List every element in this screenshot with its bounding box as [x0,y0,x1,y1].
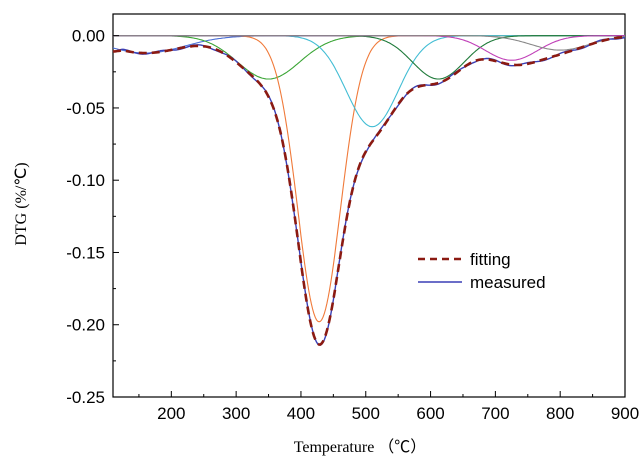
component-peak-curve [113,35,625,80]
component-peak-curve [113,35,626,51]
y-tick-label: -0.10 [66,171,105,190]
y-axis-ticks: 0.00 -0.05 -0.10 -0.15 -0.20 -0.25 [66,27,119,407]
x-tick-label: 300 [222,404,250,423]
x-tick-label: 200 [157,404,185,423]
x-axis-ticks: 200 300 400 500 600 700 800 900 [138,391,639,423]
y-tick-label: -0.05 [66,99,105,118]
fitting-series-line [112,35,626,346]
x-tick-label: 500 [352,404,380,423]
x-tick-label: 800 [546,404,574,423]
plot-frame [112,13,626,398]
plot-area-border [112,13,626,398]
component-peak-curve [113,35,625,323]
component-peak-curve [113,35,625,61]
measured-series-line [112,36,626,346]
x-tick-label: 600 [416,404,444,423]
x-axis-title: Temperature （℃） [294,438,427,456]
component-peak-curve [113,35,625,80]
x-tick-label: 400 [287,404,315,423]
y-axis-title: DTG (%/℃) [13,162,30,245]
y-tick-label: -0.20 [66,316,105,335]
x-tick-label: 700 [481,404,509,423]
series-lines [112,35,626,346]
y-tick-label: 0.00 [72,27,105,46]
legend-label-measured: measured [470,273,546,292]
y-tick-label: -0.15 [66,243,105,262]
y-tick-label: -0.25 [66,388,105,407]
component-peaks [112,35,626,323]
legend-label-fitting: fitting [470,250,511,269]
legend: fitting measured [418,250,546,292]
x-tick-label: 900 [611,404,639,423]
